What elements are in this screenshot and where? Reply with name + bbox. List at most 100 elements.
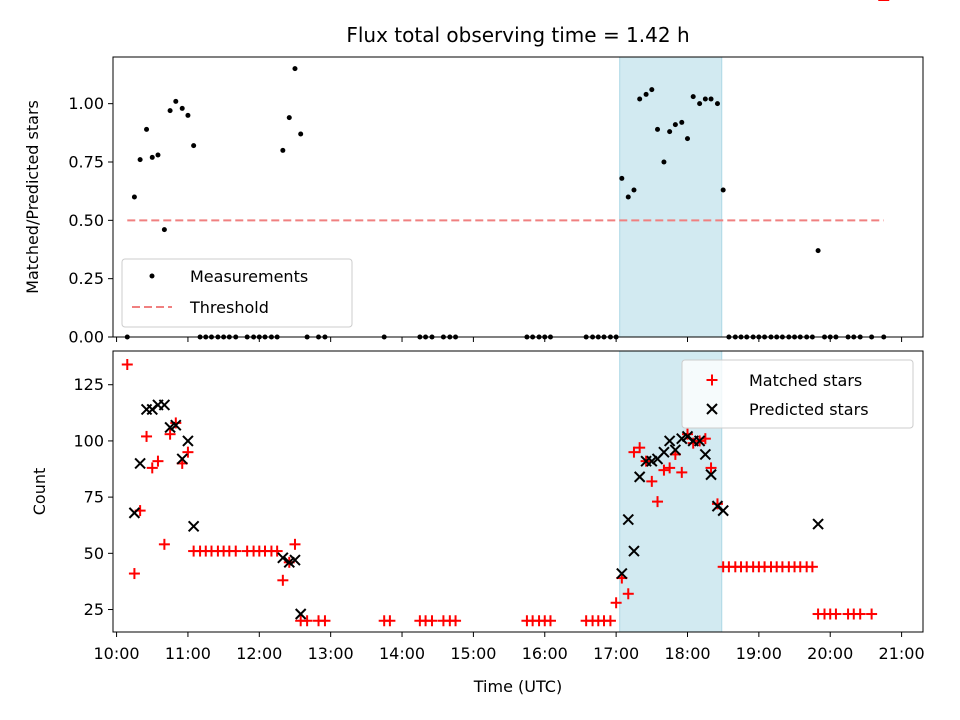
measurement-point bbox=[702, 96, 708, 102]
legend-label-matched: Matched stars bbox=[749, 371, 862, 390]
measurement-point bbox=[690, 94, 696, 100]
predicted-star-marker bbox=[158, 399, 171, 411]
measurement-point bbox=[185, 112, 191, 118]
top-y-tick-label: 0.25 bbox=[68, 269, 104, 288]
cross-stroke-b bbox=[158, 399, 171, 411]
predicted-star-marker bbox=[289, 554, 301, 566]
matched-star-marker bbox=[170, 417, 182, 429]
measurement-point bbox=[292, 66, 298, 72]
x-tick-label: 11:00 bbox=[165, 644, 211, 663]
top-y-axis: 0.00 0.25 0.50 0.75 1.00 bbox=[68, 94, 113, 347]
matched-star-marker bbox=[622, 588, 634, 600]
predicted-star-marker bbox=[699, 448, 712, 461]
matched-star-marker bbox=[610, 597, 622, 609]
bottom-legend: Matched stars Predicted stars bbox=[681, 359, 914, 429]
cross-stroke-b bbox=[717, 504, 729, 517]
measurement-point bbox=[173, 98, 179, 104]
cross-stroke-b bbox=[658, 446, 670, 458]
bottom-y-tick-label: 50 bbox=[84, 544, 104, 563]
predicted-star-marker bbox=[633, 471, 646, 483]
cross-stroke-b bbox=[134, 457, 146, 470]
matched-star-markers bbox=[121, 0, 890, 627]
matched-star-marker bbox=[634, 442, 646, 454]
x-tick-label: 16:00 bbox=[522, 644, 568, 663]
cross-stroke-b bbox=[182, 435, 194, 447]
measurement-point bbox=[144, 126, 150, 132]
matched-star-marker bbox=[128, 568, 140, 580]
predicted-star-marker bbox=[705, 468, 717, 481]
measurement-point bbox=[655, 126, 661, 132]
predicted-star-markers bbox=[128, 399, 824, 620]
matched-star-marker bbox=[384, 615, 396, 627]
predicted-star-marker bbox=[187, 520, 200, 533]
cross-stroke-b bbox=[711, 500, 724, 512]
top-y-tick-label: 0.75 bbox=[68, 153, 104, 172]
x-tick-label: 13:00 bbox=[308, 644, 354, 663]
legend-label-measurements: Measurements bbox=[190, 267, 308, 286]
predicted-star-marker bbox=[294, 608, 307, 620]
measurement-point bbox=[720, 187, 726, 193]
matched-star-marker bbox=[705, 462, 717, 474]
measurement-point bbox=[667, 129, 673, 135]
top-shaded-region bbox=[619, 56, 723, 338]
predicted-star-marker bbox=[669, 444, 682, 456]
x-axis-label: Time (UTC) bbox=[473, 677, 562, 696]
measurement-point bbox=[131, 194, 137, 200]
matched-star-marker bbox=[289, 538, 301, 550]
measurement-point bbox=[679, 119, 685, 125]
measurement-point bbox=[179, 105, 185, 111]
top-y-tick-label: 0.00 bbox=[68, 328, 104, 347]
measurement-point bbox=[155, 152, 161, 158]
x-tick-label: 15:00 bbox=[450, 644, 496, 663]
matched-star-marker bbox=[152, 455, 164, 467]
x-tick-label: 20:00 bbox=[807, 644, 853, 663]
matched-star-marker bbox=[806, 561, 818, 573]
measurement-point bbox=[298, 131, 304, 137]
matched-star-marker bbox=[664, 462, 676, 474]
cross-stroke-b bbox=[663, 435, 676, 447]
measurement-point bbox=[661, 159, 667, 165]
x-tick-label: 18:00 bbox=[664, 644, 710, 663]
matched-star-marker bbox=[604, 615, 616, 627]
matched-star-marker bbox=[426, 615, 438, 627]
measurement-point bbox=[625, 194, 631, 200]
cross-stroke-b bbox=[812, 518, 824, 530]
x-tick-label: 14:00 bbox=[379, 644, 425, 663]
x-tick-label: 12:00 bbox=[236, 644, 282, 663]
matched-star-marker bbox=[676, 466, 688, 478]
matched-star-marker bbox=[301, 615, 313, 627]
legend-marker-measurements bbox=[149, 273, 155, 279]
cross-stroke-b bbox=[294, 608, 307, 620]
predicted-star-marker bbox=[277, 552, 289, 564]
matched-star-marker bbox=[121, 358, 133, 370]
predicted-star-marker bbox=[717, 504, 729, 517]
legend-cross bbox=[706, 403, 718, 415]
bottom-y-axis-label: Count bbox=[30, 468, 49, 516]
x-tick-label: 19:00 bbox=[736, 644, 782, 663]
matched-star-marker bbox=[681, 428, 693, 440]
matched-star-marker bbox=[450, 615, 462, 627]
bottom-y-tick-label: 25 bbox=[84, 600, 104, 619]
predicted-star-marker bbox=[170, 419, 182, 431]
measurement-point bbox=[619, 175, 625, 181]
bottom-panel: 25 50 75 100 125 10:00 11:00 12:00 13:00 14:00 15… bbox=[30, 0, 925, 696]
matched-star-marker bbox=[854, 608, 866, 620]
matched-star-marker bbox=[277, 574, 289, 586]
matched-star-marker bbox=[319, 615, 331, 627]
bottom-y-tick-label: 100 bbox=[73, 431, 104, 450]
predicted-star-marker bbox=[812, 518, 824, 530]
predicted-star-marker bbox=[616, 567, 628, 580]
matched-star-marker bbox=[271, 545, 283, 557]
cross-stroke-b bbox=[176, 453, 188, 465]
measurement-point bbox=[161, 227, 167, 233]
cross-stroke-b bbox=[669, 444, 682, 456]
legend-label-threshold: Threshold bbox=[189, 298, 269, 317]
top-y-tick-label: 0.50 bbox=[68, 211, 104, 230]
bottom-legend-box bbox=[681, 359, 914, 429]
matched-star-marker bbox=[866, 608, 878, 620]
top-panel: 0.00 0.25 0.50 0.75 1.00 Matched/Predicted s… bbox=[23, 56, 924, 347]
matched-star-marker bbox=[544, 615, 556, 627]
matched-star-marker bbox=[830, 608, 842, 620]
top-legend: Measurements Threshold bbox=[121, 258, 353, 328]
matched-star-marker bbox=[182, 446, 194, 458]
